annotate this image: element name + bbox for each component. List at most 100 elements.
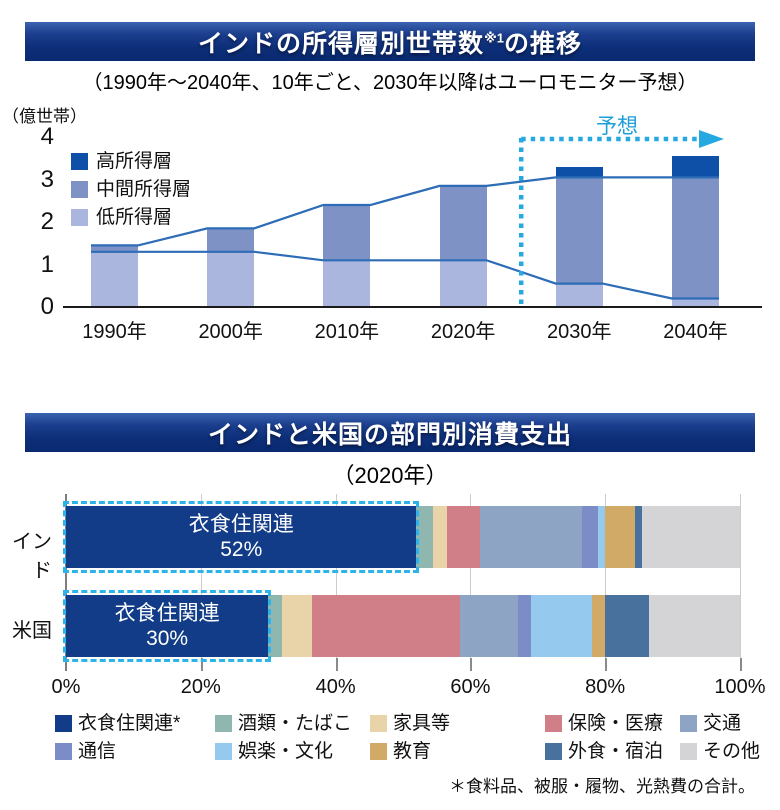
income-chart-title-banner: インドの所得層別世帯数※1の推移 [25,22,755,61]
legend-label: 酒類・たばこ [238,713,353,734]
legend-item: 保険・医療 [545,714,663,733]
legend-item: 外食・宿泊 [545,742,663,761]
legend-label: 低所得層 [96,207,173,228]
stacked-bar-segment [91,245,138,252]
stacked-hbar: 衣食住関連 52% [63,501,740,573]
legend-swatch [545,743,562,760]
legend-label: 中間所得層 [96,179,192,200]
stacked-bar-segment [439,185,487,261]
legend-label: 娯楽・文化 [238,741,334,762]
income-chart-title-footref: ※1 [484,30,504,46]
y-tick-label: 2 [40,208,54,235]
legend-swatch [370,743,387,760]
legend-swatch [215,743,232,760]
legend-swatch [370,715,387,732]
legend-swatch [680,715,697,732]
hbar-segment [581,506,599,568]
x-tick-label: 60% [450,676,491,698]
legend-label: 衣食住関連* [78,713,181,734]
legend-item: 高所得層 [71,152,191,171]
axis-tick [470,658,473,671]
hbar-segment [531,595,592,657]
row-label: 米国 [12,620,52,642]
income-chart-title: インドの所得層別世帯数※1の推移 [198,24,582,60]
income-chart-title-main: インドの所得層別世帯数 [198,29,485,58]
axis-tick [740,658,742,671]
x-tick-label: 40% [315,676,356,698]
x-tick-label: 80% [585,676,626,698]
consumption-chart-subtitle: （2020年） [332,463,448,488]
stacked-bar-segment [555,177,603,284]
forecast-arrowhead [699,130,724,148]
legend-label: 外食・宿泊 [568,741,664,762]
legend-swatch [71,181,88,198]
legend-item: 酒類・たばこ [215,714,352,733]
boundary-line [91,250,719,300]
x-tick-label: 100% [714,676,766,698]
legend-item: 教育 [370,742,431,761]
y-tick-label: 1 [40,250,54,278]
hbar-segment [281,595,312,657]
hbar-segment [598,506,606,568]
consumption-chart-legend: ＊食料品、被服・履物、光熱費の合計。 衣食住関連* 酒類・たばこ 家具等 保険・医療 交… [55,713,760,806]
legend-item: 交通 [680,714,741,733]
axis-tick [200,658,203,671]
stacked-bar-segment [555,283,603,307]
legend-label: 通信 [78,741,117,762]
consumption-chart-title-banner: インドと米国の部門別消費支出 [25,413,755,452]
stacked-bar-segment [672,177,719,299]
boundary-line [91,176,719,247]
hbar-segment [66,595,269,657]
legend-swatch [680,743,697,760]
hbar-segment [605,506,636,568]
hbar-segment [66,506,417,568]
hbar-segment [416,506,434,568]
y-tick-label: 4 [40,123,54,150]
stacked-bar-segment [555,166,603,178]
income-chart-legend: 高所得層中間所得層低所得層 [71,152,191,227]
legend-swatch [71,153,88,170]
gridline [605,494,607,658]
x-tick-label: 2040年 [663,321,728,343]
legend-label: 交通 [703,713,742,734]
stacked-bar-segment [672,156,719,178]
y-axis-line [65,494,67,671]
highlight-segment-box: 衣食住関連 52% [63,501,420,573]
forecast-label: 予想 [596,115,638,138]
gridline [740,494,741,658]
gridline [200,494,202,658]
footnote: ＊食料品、被服・履物、光熱費の合計。 [449,777,755,796]
axis-tick [335,658,338,671]
hbar-segment [311,595,461,657]
legend-swatch [545,715,562,732]
income-chart-subtitle: （1990年～2040年、10年ごと、2030年以降はユーロモニター予想） [82,72,698,94]
legend-swatch [215,715,232,732]
legend-label: 家具等 [393,713,451,734]
hbar-segment [446,506,481,568]
income-households-chart: （億世帯） 高所得層 中間所得層 低所得層 予想 4 3 2 1 0 1990年 2000年 20… [0,100,780,350]
legend-label: 高所得層 [96,151,173,172]
gridline [335,494,337,658]
legend-swatch [71,209,88,226]
legend-swatch [55,715,72,732]
x-tick-label: 2030年 [547,321,612,343]
hbar-segment [480,506,582,568]
stacked-hbar: 衣食住関連 30% [63,590,740,662]
axis-tick [605,658,608,671]
stacked-bar-segment [91,251,138,307]
gridline [470,494,472,658]
legend-label: 保険・医療 [568,713,664,734]
stacked-bar-segment [207,228,255,252]
income-chart-plot [66,130,760,307]
stacked-bar-segment [439,260,487,307]
legend-item: 家具等 [370,714,450,733]
hbar-segment [648,595,740,657]
hbar-segment [460,595,518,657]
legend-swatch [55,743,72,760]
x-tick-label: 2020年 [430,321,496,343]
y-axis-unit-label: （億世帯） [2,107,87,126]
legend-item: 通信 [55,742,116,761]
hbar-segment [268,595,282,657]
y-tick-label: 0 [40,293,54,320]
